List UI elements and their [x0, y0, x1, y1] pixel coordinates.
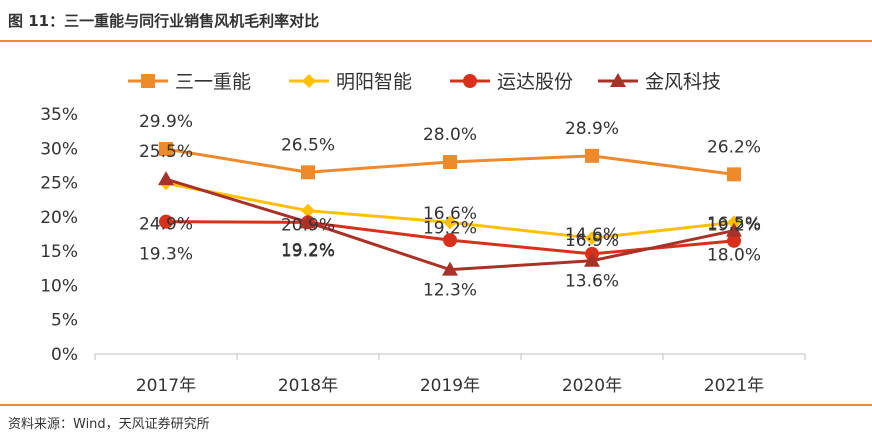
- x-tick-label: 2021年: [704, 376, 764, 396]
- data-label: 19.2%: [423, 218, 477, 238]
- data-label: 14.6%: [565, 225, 619, 245]
- bottom-rule: [0, 404, 872, 406]
- data-label: 26.5%: [281, 135, 335, 155]
- y-tick-label: 20%: [40, 208, 78, 228]
- y-tick-label: 10%: [40, 276, 78, 296]
- data-point: [727, 233, 741, 248]
- legend-marker: [141, 74, 155, 88]
- data-point: [301, 203, 315, 218]
- data-point: [158, 171, 174, 186]
- data-point: [726, 222, 742, 237]
- data-point: [159, 141, 173, 156]
- data-point: [300, 214, 316, 229]
- legend-marker: [302, 74, 316, 88]
- data-label: 16.5%: [707, 214, 761, 234]
- x-tick-label: 2020年: [562, 376, 622, 396]
- data-point: [159, 214, 173, 229]
- data-point: [443, 233, 457, 248]
- data-point: [443, 155, 457, 169]
- data-label: 19.2%: [281, 241, 335, 261]
- data-label: 29.9%: [139, 112, 193, 132]
- data-label: 18.0%: [707, 246, 761, 266]
- x-tick-label: 2017年: [136, 376, 196, 396]
- figure-title: 图 11：三一重能与同行业销售风机毛利率对比: [8, 12, 320, 30]
- data-label: 28.9%: [565, 119, 619, 139]
- legend-label: 明阳智能: [336, 71, 412, 93]
- data-point: [443, 215, 457, 230]
- data-label: 24.9%: [139, 214, 193, 234]
- data-point: [727, 215, 741, 230]
- y-tick-label: 30%: [40, 139, 78, 159]
- data-label: 25.5%: [139, 142, 193, 162]
- data-label: 13.6%: [565, 272, 619, 292]
- data-point: [442, 261, 458, 276]
- x-tick-label: 2018年: [278, 376, 338, 396]
- legend-label: 三一重能: [175, 71, 251, 93]
- data-point: [585, 231, 599, 246]
- data-point: [585, 148, 599, 163]
- data-label: 26.2%: [707, 137, 761, 157]
- legend-marker: [610, 73, 626, 87]
- data-point: [584, 252, 600, 267]
- data-point: [727, 167, 741, 182]
- data-label: 28.0%: [423, 125, 477, 145]
- y-tick-label: 25%: [40, 174, 78, 194]
- data-label: 16.9%: [565, 231, 619, 251]
- data-label: 12.3%: [423, 281, 477, 301]
- legend-marker: [463, 74, 477, 88]
- data-point: [301, 165, 315, 180]
- y-tick-label: 5%: [51, 311, 78, 331]
- data-label: 19.3%: [139, 245, 193, 265]
- source-note: 资料来源：Wind，天风证券研究所: [8, 417, 210, 432]
- legend-label: 运达股份: [497, 71, 573, 93]
- legend-label: 金风科技: [645, 71, 721, 93]
- y-tick-label: 0%: [51, 345, 78, 365]
- y-tick-label: 35%: [40, 105, 78, 125]
- x-tick-label: 2019年: [420, 376, 480, 396]
- data-label: 20.9%: [281, 216, 335, 236]
- top-rule: [0, 40, 872, 42]
- data-label: 16.6%: [423, 204, 477, 224]
- data-label: 19.2%: [281, 240, 335, 260]
- y-tick-label: 15%: [40, 242, 78, 262]
- data-label: 19.2%: [707, 215, 761, 235]
